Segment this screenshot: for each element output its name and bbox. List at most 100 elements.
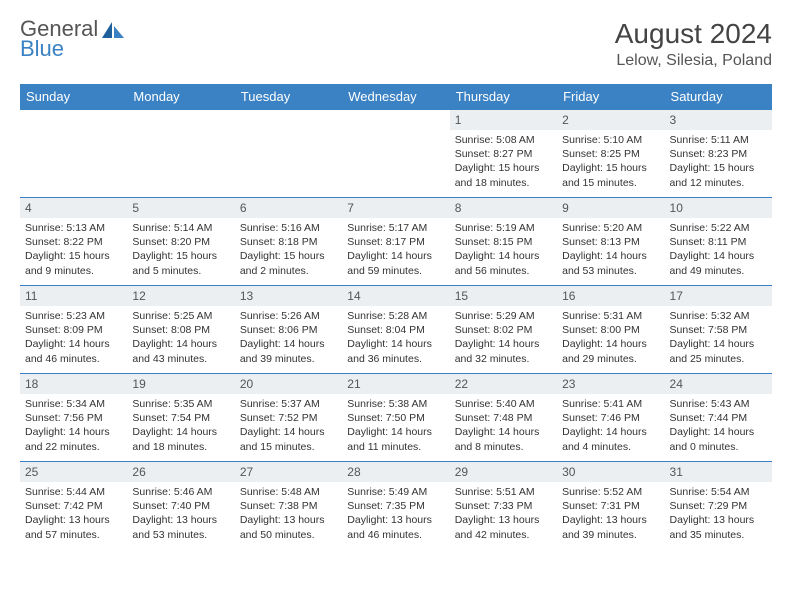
day-number: 5 [127,198,234,218]
day-details: Sunrise: 5:35 AMSunset: 7:54 PMDaylight:… [127,394,234,458]
day-number: 2 [557,110,664,130]
day-cell: 8Sunrise: 5:19 AMSunset: 8:15 PMDaylight… [450,198,557,286]
day-details: Sunrise: 5:34 AMSunset: 7:56 PMDaylight:… [20,394,127,458]
dow-cell: Sunday [20,84,127,110]
day-number: 17 [665,286,772,306]
day-number: 21 [342,374,449,394]
day-cell: 10Sunrise: 5:22 AMSunset: 8:11 PMDayligh… [665,198,772,286]
title-block: August 2024 Lelow, Silesia, Poland [615,18,772,70]
day-cell: 7Sunrise: 5:17 AMSunset: 8:17 PMDaylight… [342,198,449,286]
day-details: Sunrise: 5:25 AMSunset: 8:08 PMDaylight:… [127,306,234,370]
day-number: 15 [450,286,557,306]
day-cell: 21Sunrise: 5:38 AMSunset: 7:50 PMDayligh… [342,374,449,462]
day-number: 3 [665,110,772,130]
day-number: 19 [127,374,234,394]
day-number: 14 [342,286,449,306]
day-cell: 11Sunrise: 5:23 AMSunset: 8:09 PMDayligh… [20,286,127,374]
day-cell: 14Sunrise: 5:28 AMSunset: 8:04 PMDayligh… [342,286,449,374]
page-header: GeneralBlue August 2024 Lelow, Silesia, … [20,18,772,70]
day-cell: 13Sunrise: 5:26 AMSunset: 8:06 PMDayligh… [235,286,342,374]
day-details: Sunrise: 5:37 AMSunset: 7:52 PMDaylight:… [235,394,342,458]
day-number: 11 [20,286,127,306]
day-cell: 4Sunrise: 5:13 AMSunset: 8:22 PMDaylight… [20,198,127,286]
day-number: 25 [20,462,127,482]
day-details: Sunrise: 5:44 AMSunset: 7:42 PMDaylight:… [20,482,127,546]
day-cell: 2Sunrise: 5:10 AMSunset: 8:25 PMDaylight… [557,110,664,198]
day-number: 1 [450,110,557,130]
day-details: Sunrise: 5:20 AMSunset: 8:13 PMDaylight:… [557,218,664,282]
day-details: Sunrise: 5:40 AMSunset: 7:48 PMDaylight:… [450,394,557,458]
day-number: 24 [665,374,772,394]
day-number: 7 [342,198,449,218]
week-row: 4Sunrise: 5:13 AMSunset: 8:22 PMDaylight… [20,198,772,286]
day-cell [235,110,342,198]
day-number: 16 [557,286,664,306]
day-details: Sunrise: 5:17 AMSunset: 8:17 PMDaylight:… [342,218,449,282]
day-details: Sunrise: 5:26 AMSunset: 8:06 PMDaylight:… [235,306,342,370]
day-number: 26 [127,462,234,482]
day-cell: 6Sunrise: 5:16 AMSunset: 8:18 PMDaylight… [235,198,342,286]
day-number: 23 [557,374,664,394]
dow-cell: Tuesday [235,84,342,110]
day-cell [20,110,127,198]
day-details: Sunrise: 5:16 AMSunset: 8:18 PMDaylight:… [235,218,342,282]
day-cell: 17Sunrise: 5:32 AMSunset: 7:58 PMDayligh… [665,286,772,374]
week-row: 18Sunrise: 5:34 AMSunset: 7:56 PMDayligh… [20,374,772,462]
day-details: Sunrise: 5:11 AMSunset: 8:23 PMDaylight:… [665,130,772,194]
day-number: 10 [665,198,772,218]
day-number: 4 [20,198,127,218]
day-cell: 26Sunrise: 5:46 AMSunset: 7:40 PMDayligh… [127,462,234,550]
day-details: Sunrise: 5:38 AMSunset: 7:50 PMDaylight:… [342,394,449,458]
day-cell: 25Sunrise: 5:44 AMSunset: 7:42 PMDayligh… [20,462,127,550]
day-details: Sunrise: 5:41 AMSunset: 7:46 PMDaylight:… [557,394,664,458]
day-details: Sunrise: 5:52 AMSunset: 7:31 PMDaylight:… [557,482,664,546]
day-number: 29 [450,462,557,482]
month-title: August 2024 [615,18,772,50]
day-cell [342,110,449,198]
day-cell: 12Sunrise: 5:25 AMSunset: 8:08 PMDayligh… [127,286,234,374]
day-details: Sunrise: 5:13 AMSunset: 8:22 PMDaylight:… [20,218,127,282]
day-number: 9 [557,198,664,218]
day-cell: 30Sunrise: 5:52 AMSunset: 7:31 PMDayligh… [557,462,664,550]
day-details: Sunrise: 5:23 AMSunset: 8:09 PMDaylight:… [20,306,127,370]
brand-part2: Blue [20,38,126,60]
day-details: Sunrise: 5:49 AMSunset: 7:35 PMDaylight:… [342,482,449,546]
dow-cell: Friday [557,84,664,110]
day-details: Sunrise: 5:51 AMSunset: 7:33 PMDaylight:… [450,482,557,546]
day-cell: 18Sunrise: 5:34 AMSunset: 7:56 PMDayligh… [20,374,127,462]
day-cell: 23Sunrise: 5:41 AMSunset: 7:46 PMDayligh… [557,374,664,462]
day-number: 8 [450,198,557,218]
day-cell: 3Sunrise: 5:11 AMSunset: 8:23 PMDaylight… [665,110,772,198]
day-number: 31 [665,462,772,482]
day-of-week-row: SundayMondayTuesdayWednesdayThursdayFrid… [20,84,772,110]
day-cell: 9Sunrise: 5:20 AMSunset: 8:13 PMDaylight… [557,198,664,286]
sail-icon [100,20,126,40]
day-cell [127,110,234,198]
day-details: Sunrise: 5:32 AMSunset: 7:58 PMDaylight:… [665,306,772,370]
day-details: Sunrise: 5:31 AMSunset: 8:00 PMDaylight:… [557,306,664,370]
dow-cell: Thursday [450,84,557,110]
day-cell: 19Sunrise: 5:35 AMSunset: 7:54 PMDayligh… [127,374,234,462]
week-row: 25Sunrise: 5:44 AMSunset: 7:42 PMDayligh… [20,462,772,550]
day-number: 6 [235,198,342,218]
day-number: 20 [235,374,342,394]
location-subtitle: Lelow, Silesia, Poland [615,52,772,70]
day-number: 27 [235,462,342,482]
brand-logo: GeneralBlue [20,18,126,60]
day-details: Sunrise: 5:46 AMSunset: 7:40 PMDaylight:… [127,482,234,546]
day-details: Sunrise: 5:54 AMSunset: 7:29 PMDaylight:… [665,482,772,546]
day-cell: 1Sunrise: 5:08 AMSunset: 8:27 PMDaylight… [450,110,557,198]
day-cell: 31Sunrise: 5:54 AMSunset: 7:29 PMDayligh… [665,462,772,550]
dow-cell: Saturday [665,84,772,110]
day-details: Sunrise: 5:28 AMSunset: 8:04 PMDaylight:… [342,306,449,370]
day-details: Sunrise: 5:22 AMSunset: 8:11 PMDaylight:… [665,218,772,282]
day-details: Sunrise: 5:19 AMSunset: 8:15 PMDaylight:… [450,218,557,282]
day-cell: 20Sunrise: 5:37 AMSunset: 7:52 PMDayligh… [235,374,342,462]
day-details: Sunrise: 5:29 AMSunset: 8:02 PMDaylight:… [450,306,557,370]
day-number: 18 [20,374,127,394]
day-details: Sunrise: 5:14 AMSunset: 8:20 PMDaylight:… [127,218,234,282]
day-cell: 28Sunrise: 5:49 AMSunset: 7:35 PMDayligh… [342,462,449,550]
day-details: Sunrise: 5:10 AMSunset: 8:25 PMDaylight:… [557,130,664,194]
day-details: Sunrise: 5:08 AMSunset: 8:27 PMDaylight:… [450,130,557,194]
week-row: 11Sunrise: 5:23 AMSunset: 8:09 PMDayligh… [20,286,772,374]
